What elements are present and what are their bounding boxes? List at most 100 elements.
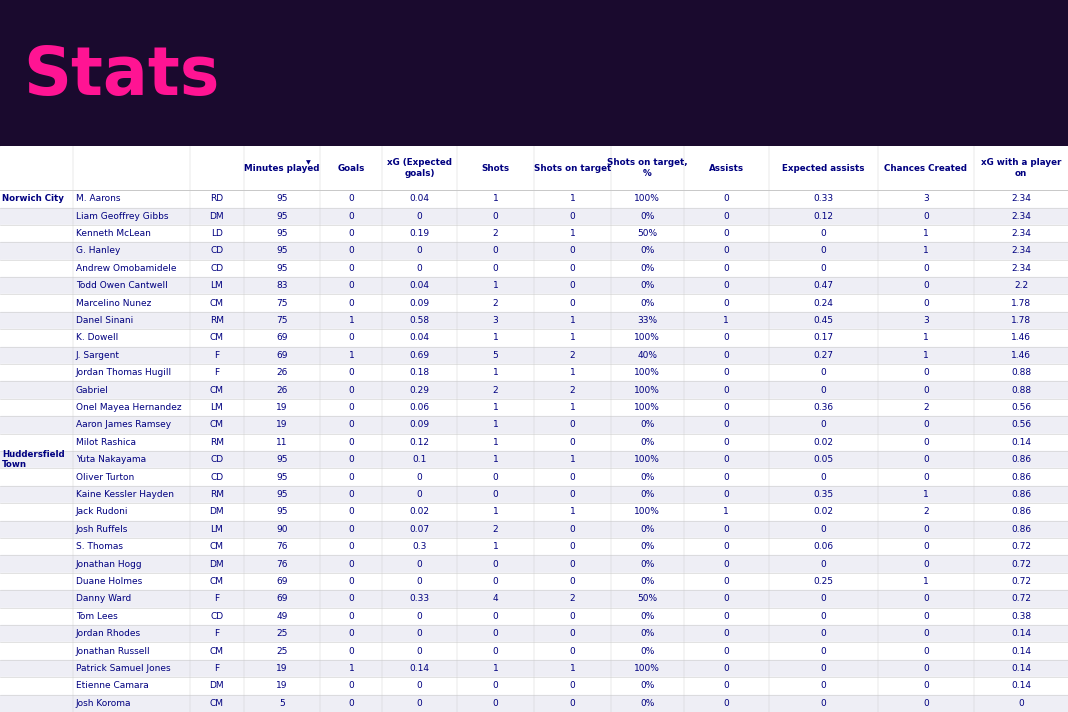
Text: Gabriel: Gabriel bbox=[76, 386, 109, 394]
Text: 0: 0 bbox=[569, 421, 576, 429]
Text: Todd Owen Cantwell: Todd Owen Cantwell bbox=[76, 281, 168, 290]
Text: 0: 0 bbox=[417, 577, 423, 586]
Text: CD: CD bbox=[210, 455, 223, 464]
Text: 0.56: 0.56 bbox=[1011, 421, 1031, 429]
Text: 2.34: 2.34 bbox=[1011, 211, 1031, 221]
Text: 0: 0 bbox=[417, 646, 423, 656]
Text: 1: 1 bbox=[492, 368, 499, 377]
Text: 50%: 50% bbox=[638, 595, 657, 604]
Text: 5: 5 bbox=[279, 698, 285, 708]
Text: 0: 0 bbox=[723, 386, 729, 394]
Text: 0%: 0% bbox=[640, 246, 655, 256]
Text: 0%: 0% bbox=[640, 490, 655, 499]
Text: 0: 0 bbox=[923, 421, 929, 429]
Text: 95: 95 bbox=[277, 508, 287, 516]
Text: 0: 0 bbox=[820, 681, 827, 691]
Text: xG (Expected
goals): xG (Expected goals) bbox=[388, 158, 452, 178]
Text: 1.78: 1.78 bbox=[1011, 299, 1031, 308]
Text: RD: RD bbox=[210, 194, 223, 204]
Text: 0: 0 bbox=[348, 229, 355, 238]
Text: Onel Mayea Hernandez: Onel Mayea Hernandez bbox=[76, 403, 182, 412]
Text: 0%: 0% bbox=[640, 681, 655, 691]
Text: 0.09: 0.09 bbox=[410, 299, 429, 308]
Text: 0.25: 0.25 bbox=[814, 577, 833, 586]
Text: K. Dowell: K. Dowell bbox=[76, 333, 119, 342]
Text: 0: 0 bbox=[348, 211, 355, 221]
Text: Josh Ruffels: Josh Ruffels bbox=[76, 525, 128, 534]
Text: CM: CM bbox=[209, 299, 224, 308]
Text: 0: 0 bbox=[569, 543, 576, 551]
Bar bbox=[0, 329, 1068, 347]
Text: 0: 0 bbox=[820, 560, 827, 569]
Text: 0.47: 0.47 bbox=[814, 281, 833, 290]
Text: 0%: 0% bbox=[640, 646, 655, 656]
Text: Jack Rudoni: Jack Rudoni bbox=[76, 508, 128, 516]
Text: CM: CM bbox=[209, 386, 224, 394]
Text: 0: 0 bbox=[492, 577, 499, 586]
Text: 0.35: 0.35 bbox=[814, 490, 833, 499]
Text: 0: 0 bbox=[923, 299, 929, 308]
Text: 0.72: 0.72 bbox=[1011, 560, 1031, 569]
Text: xG with a player
on: xG with a player on bbox=[980, 158, 1062, 178]
Text: 0.14: 0.14 bbox=[1011, 629, 1031, 638]
Text: 0: 0 bbox=[723, 543, 729, 551]
Text: 0.56: 0.56 bbox=[1011, 403, 1031, 412]
Text: 0.07: 0.07 bbox=[410, 525, 429, 534]
Text: 0: 0 bbox=[723, 560, 729, 569]
Text: 0: 0 bbox=[723, 246, 729, 256]
Text: LM: LM bbox=[210, 403, 223, 412]
Text: 69: 69 bbox=[277, 595, 287, 604]
Text: 0: 0 bbox=[923, 264, 929, 273]
Text: 95: 95 bbox=[277, 194, 287, 204]
Text: Shots on target: Shots on target bbox=[534, 164, 611, 172]
Text: 0.86: 0.86 bbox=[1011, 490, 1031, 499]
Text: 0.14: 0.14 bbox=[1011, 664, 1031, 673]
Text: 0: 0 bbox=[348, 368, 355, 377]
Text: 0: 0 bbox=[923, 281, 929, 290]
Text: 83: 83 bbox=[277, 281, 287, 290]
Text: Tom Lees: Tom Lees bbox=[76, 612, 117, 621]
Text: 0: 0 bbox=[723, 281, 729, 290]
Text: 0: 0 bbox=[723, 525, 729, 534]
Text: F: F bbox=[215, 664, 219, 673]
Text: 0: 0 bbox=[723, 421, 729, 429]
Text: 2: 2 bbox=[923, 403, 929, 412]
Text: 0.1: 0.1 bbox=[412, 455, 427, 464]
Bar bbox=[0, 364, 1068, 382]
Text: DM: DM bbox=[209, 508, 224, 516]
Text: 0: 0 bbox=[723, 595, 729, 604]
Text: 0: 0 bbox=[820, 629, 827, 638]
Text: 0: 0 bbox=[923, 681, 929, 691]
Text: 0: 0 bbox=[569, 560, 576, 569]
Text: 0: 0 bbox=[1018, 698, 1024, 708]
Text: Norwich City: Norwich City bbox=[2, 194, 64, 204]
Bar bbox=[0, 295, 1068, 312]
Text: 0.14: 0.14 bbox=[1011, 438, 1031, 447]
Text: RM: RM bbox=[209, 316, 224, 325]
Text: 0: 0 bbox=[569, 281, 576, 290]
Text: CM: CM bbox=[209, 543, 224, 551]
Text: 1: 1 bbox=[569, 333, 576, 342]
Text: 1: 1 bbox=[492, 194, 499, 204]
Text: 0: 0 bbox=[348, 421, 355, 429]
Text: CD: CD bbox=[210, 612, 223, 621]
Text: Minutes played: Minutes played bbox=[245, 164, 319, 172]
Text: 0.58: 0.58 bbox=[410, 316, 429, 325]
Text: 0: 0 bbox=[569, 473, 576, 481]
Text: 0: 0 bbox=[492, 490, 499, 499]
Text: 2: 2 bbox=[492, 386, 499, 394]
Bar bbox=[0, 260, 1068, 277]
Text: 0%: 0% bbox=[640, 525, 655, 534]
Text: Aaron James Ramsey: Aaron James Ramsey bbox=[76, 421, 171, 429]
Text: 2: 2 bbox=[492, 525, 499, 534]
Text: 0: 0 bbox=[723, 299, 729, 308]
Text: 0: 0 bbox=[348, 473, 355, 481]
Text: 0: 0 bbox=[723, 681, 729, 691]
Text: CD: CD bbox=[210, 246, 223, 256]
Text: 0%: 0% bbox=[640, 211, 655, 221]
Text: 1: 1 bbox=[923, 246, 929, 256]
Bar bbox=[0, 207, 1068, 225]
Text: 76: 76 bbox=[277, 560, 287, 569]
Text: 0.72: 0.72 bbox=[1011, 543, 1031, 551]
Text: 76: 76 bbox=[277, 543, 287, 551]
